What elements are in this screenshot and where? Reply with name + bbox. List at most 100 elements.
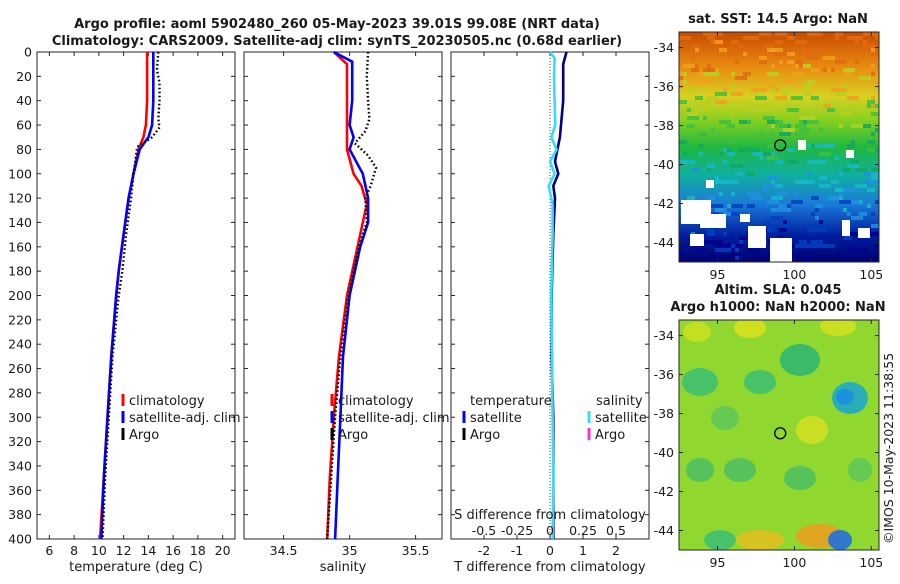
sst-pixel xyxy=(687,112,699,116)
sst-pixel xyxy=(775,96,787,100)
map-x-tick-label: 100 xyxy=(782,555,806,570)
sst-pixel xyxy=(723,232,727,236)
x-tick-label: 12 xyxy=(116,543,132,558)
sla-map-title-line1: Altim. SLA: 0.045 xyxy=(715,283,842,298)
temperature-plot: 6 8 10 12 14 16 18 2002040608010012014016018020… xyxy=(8,45,235,558)
sst-pixel xyxy=(715,244,723,248)
sst-pixel xyxy=(715,176,719,180)
difference-legend: temperature satellite Argo salinity sate… xyxy=(462,394,647,443)
y-tick-label: 360 xyxy=(8,483,32,498)
sst-pixel xyxy=(687,88,695,92)
sst-pixel xyxy=(707,168,711,172)
sst-pixel xyxy=(807,52,811,56)
sst-pixel xyxy=(771,88,775,92)
sst-pixel xyxy=(731,84,735,88)
sst-pixel xyxy=(727,124,735,128)
sst-pixel xyxy=(683,140,687,144)
sst-pixel xyxy=(703,80,707,84)
sst-pixel xyxy=(739,120,751,124)
sst-pixel xyxy=(835,156,839,160)
sst-pixel xyxy=(783,128,795,132)
y-tick-label: 20 xyxy=(16,69,32,84)
sst-pixel xyxy=(819,32,823,36)
sst-pixel xyxy=(775,124,787,128)
sst-pixel xyxy=(767,144,779,148)
sst-pixel xyxy=(679,84,683,88)
sst-pixel xyxy=(855,168,867,172)
sst-pixel xyxy=(683,64,695,68)
sst-pixel xyxy=(759,80,763,84)
sst-pixel xyxy=(843,68,855,72)
sst-pixel xyxy=(807,120,819,124)
sst-pixel xyxy=(727,140,731,144)
legend-label-argo: Argo xyxy=(338,428,368,443)
legend-title-salinity: salinity xyxy=(596,394,643,409)
sst-pixel xyxy=(791,72,803,76)
sst-pixel xyxy=(855,136,859,140)
sst-pixel xyxy=(783,92,787,96)
sst-pixel xyxy=(695,64,699,68)
sst-pixel xyxy=(819,220,823,224)
sst-pixel xyxy=(787,36,795,40)
sst-pixel xyxy=(775,52,787,56)
sst-pixel xyxy=(843,208,847,212)
sst-pixel xyxy=(731,92,743,96)
sla-anomaly-blob xyxy=(784,466,816,490)
sst-pixel xyxy=(871,72,875,76)
map-y-tick-label: -44 xyxy=(654,235,674,250)
sst-pixel xyxy=(847,212,851,216)
sst-pixel xyxy=(819,152,831,156)
sla-anomaly-blob xyxy=(686,458,714,482)
sst-pixel xyxy=(795,132,807,136)
sst-pixel xyxy=(759,156,763,160)
sst-pixel xyxy=(839,200,851,204)
sst-pixel xyxy=(875,136,879,140)
sst-pixel xyxy=(723,212,731,216)
sla-anomaly-blob xyxy=(711,406,739,430)
argo-location-marker xyxy=(774,427,787,440)
temperature-legend: climatology satellite-adj. clim Argo xyxy=(121,394,241,443)
sst-pixel xyxy=(771,64,775,68)
sst-no-data-patch xyxy=(842,220,850,236)
sst-pixel xyxy=(843,256,847,260)
map-y-tick-label: -34 xyxy=(654,328,674,343)
sst-pixel xyxy=(851,124,863,128)
sst-pixel xyxy=(839,172,843,176)
map-x-tick-label: 100 xyxy=(782,267,806,282)
sst-pixel xyxy=(711,204,723,208)
sst-pixel xyxy=(771,48,783,52)
sst-pixel xyxy=(743,72,751,76)
sst-pixel xyxy=(707,228,715,232)
sst-pixel xyxy=(859,212,867,216)
map-x-tick-label: 105 xyxy=(859,267,883,282)
sst-pixel xyxy=(871,64,875,68)
sst-pixel xyxy=(851,232,859,236)
s-tick-label: -0.25 xyxy=(501,523,533,538)
sst-pixel xyxy=(787,148,795,152)
x-tick-label: 35.5 xyxy=(402,543,430,558)
sst-pixel xyxy=(819,128,823,132)
y-tick-label: 240 xyxy=(8,337,32,352)
sst-pixel xyxy=(835,32,843,36)
sst-pixel xyxy=(843,168,851,172)
sst-pixel xyxy=(763,116,775,120)
sst-pixel xyxy=(795,60,799,64)
header-line2: Climatology: CARS2009. Satellite-adj cli… xyxy=(52,34,622,49)
sst-pixel xyxy=(799,128,811,132)
legend-label-satellite: satellite-adj. clim xyxy=(338,411,450,426)
sst-pixel xyxy=(871,176,879,180)
sst-pixel xyxy=(699,80,703,84)
sst-pixel xyxy=(771,152,775,156)
sst-pixel xyxy=(703,116,707,120)
s-tick-label: 0.5 xyxy=(606,523,626,538)
sst-pixel xyxy=(791,96,803,100)
sst-pixel xyxy=(763,44,775,48)
sst-pixel xyxy=(815,216,819,220)
sla-anomaly-blob xyxy=(848,458,872,482)
x-tick-label: 34.5 xyxy=(270,543,298,558)
sst-pixel xyxy=(731,244,735,248)
sst-pixel xyxy=(711,72,719,76)
sst-pixel xyxy=(779,208,791,212)
sst-pixel xyxy=(811,244,823,248)
